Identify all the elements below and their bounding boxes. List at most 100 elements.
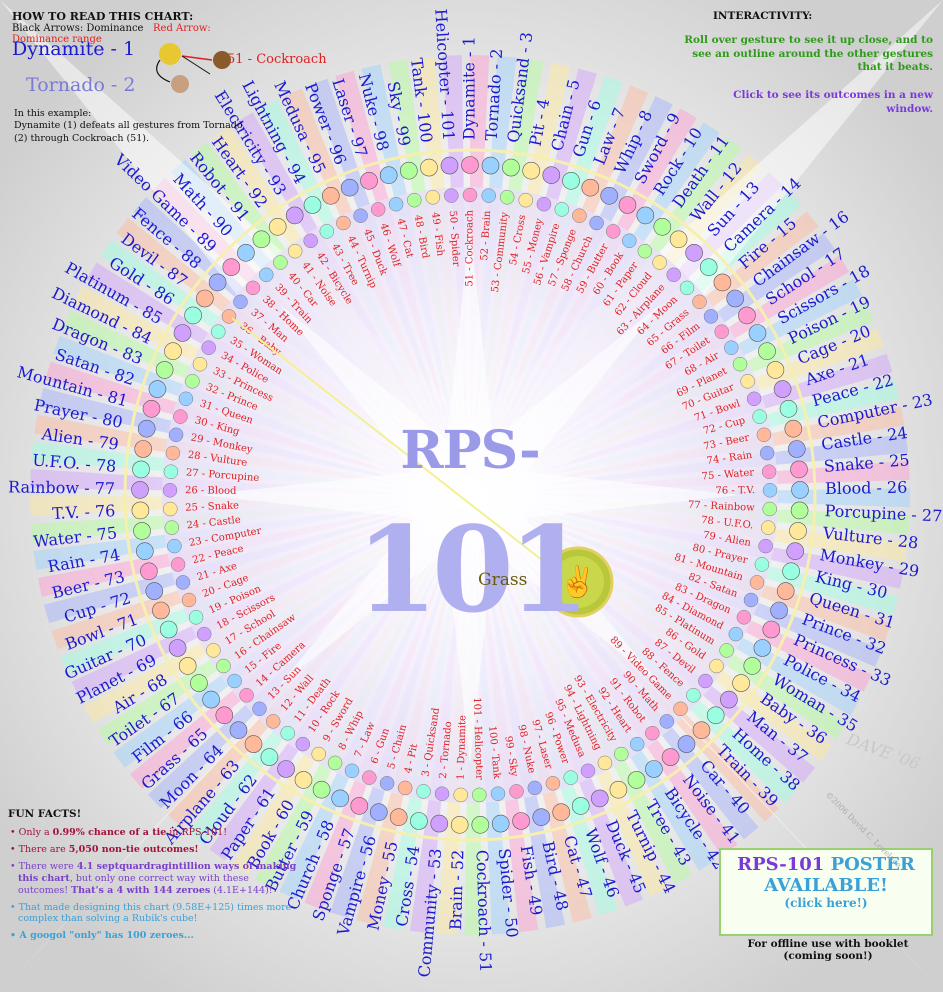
gesture-icon-outer[interactable] xyxy=(653,218,672,236)
gesture-icon-inner[interactable] xyxy=(679,280,695,296)
gesture-icon-inner[interactable] xyxy=(462,187,478,203)
gesture-icon-outer[interactable] xyxy=(222,258,241,277)
gesture-icon-outer[interactable] xyxy=(773,380,792,398)
gesture-icon-outer[interactable] xyxy=(661,748,680,766)
gesture-icon-outer[interactable] xyxy=(430,814,449,833)
gesture-icon-outer[interactable] xyxy=(699,258,718,277)
gesture-icon-inner[interactable] xyxy=(527,780,543,796)
gesture-icon-outer[interactable] xyxy=(215,706,234,725)
gesture-icon-inner[interactable] xyxy=(732,356,748,372)
gesture-icon-outer[interactable] xyxy=(706,706,725,725)
gesture-icon-outer[interactable] xyxy=(776,582,795,600)
gesture-icon-inner[interactable] xyxy=(327,755,343,771)
gesture-icon-inner[interactable] xyxy=(499,190,515,205)
gesture-icon-outer[interactable] xyxy=(285,206,304,225)
gesture-icon-outer[interactable] xyxy=(164,342,182,361)
gesture-icon-outer[interactable] xyxy=(303,196,322,214)
gesture-icon-inner[interactable] xyxy=(645,725,660,741)
gesture-icon-inner[interactable] xyxy=(759,445,775,461)
gesture-icon-outer[interactable] xyxy=(131,481,149,499)
gesture-icon-outer[interactable] xyxy=(779,399,798,418)
gesture-label-outer[interactable]: Blood - 26 xyxy=(825,478,908,498)
gesture-icon-outer[interactable] xyxy=(600,187,619,205)
gesture-icon-inner[interactable] xyxy=(185,374,200,389)
gesture-label-outer[interactable]: Dynamite - 1 xyxy=(460,36,479,140)
gesture-icon-outer[interactable] xyxy=(645,760,663,778)
gesture-icon-inner[interactable] xyxy=(743,592,759,608)
gesture-icon-outer[interactable] xyxy=(609,780,628,799)
gesture-icon-inner[interactable] xyxy=(629,736,645,752)
gesture-icon-inner[interactable] xyxy=(637,243,653,259)
gesture-icon-inner[interactable] xyxy=(698,673,713,689)
gesture-icon-inner[interactable] xyxy=(686,688,701,703)
gesture-icon-inner[interactable] xyxy=(295,736,311,752)
gesture-icon-outer[interactable] xyxy=(787,440,806,458)
gesture-icon-outer[interactable] xyxy=(312,780,331,799)
gesture-icon-inner[interactable] xyxy=(545,776,561,791)
gesture-icon-inner[interactable] xyxy=(216,658,231,674)
gesture-icon-inner[interactable] xyxy=(344,763,360,779)
gesture-icon-outer[interactable] xyxy=(720,690,738,709)
gesture-icon-outer[interactable] xyxy=(590,789,609,808)
gesture-icon-inner[interactable] xyxy=(597,755,613,771)
gesture-icon-outer[interactable] xyxy=(562,172,580,190)
gesture-icon-inner[interactable] xyxy=(407,192,422,208)
gesture-icon-outer[interactable] xyxy=(791,481,809,499)
gesture-icon-outer[interactable] xyxy=(277,760,295,778)
gesture-icon-outer[interactable] xyxy=(178,657,197,675)
gesture-icon-inner[interactable] xyxy=(444,188,459,203)
gesture-icon-inner[interactable] xyxy=(614,746,629,762)
gesture-icon-outer[interactable] xyxy=(461,156,479,174)
gesture-icon-inner[interactable] xyxy=(659,714,675,729)
gesture-icon-outer[interactable] xyxy=(268,218,287,236)
gesture-icon-inner[interactable] xyxy=(265,714,281,729)
gesture-icon-inner[interactable] xyxy=(518,192,533,208)
gesture-icon-outer[interactable] xyxy=(753,639,772,657)
gesture-icon-outer[interactable] xyxy=(784,419,803,438)
gesture-icon-inner[interactable] xyxy=(762,501,777,517)
gesture-icon-inner[interactable] xyxy=(188,610,204,625)
gesture-icon-inner[interactable] xyxy=(563,770,578,785)
gesture-icon-inner[interactable] xyxy=(164,520,180,535)
gesture-icon-inner[interactable] xyxy=(728,626,744,642)
gesture-icon-inner[interactable] xyxy=(703,309,719,324)
gesture-icon-inner[interactable] xyxy=(336,215,351,231)
gesture-label-outer[interactable]: Brain - 52 xyxy=(446,849,467,930)
gesture-icon-inner[interactable] xyxy=(756,427,772,443)
gesture-icon-inner[interactable] xyxy=(196,626,212,642)
gesture-icon-outer[interactable] xyxy=(481,156,500,175)
gesture-icon-inner[interactable] xyxy=(652,255,667,270)
gesture-icon-outer[interactable] xyxy=(140,562,158,581)
gesture-icon-inner[interactable] xyxy=(206,643,221,658)
gesture-icon-inner[interactable] xyxy=(589,215,604,231)
gesture-icon-outer[interactable] xyxy=(677,735,696,753)
gesture-icon-inner[interactable] xyxy=(165,445,181,461)
gesture-icon-outer[interactable] xyxy=(389,808,408,827)
gesture-icon-outer[interactable] xyxy=(196,289,214,308)
gesture-icon-inner[interactable] xyxy=(416,784,431,799)
gesture-icon-inner[interactable] xyxy=(170,557,186,572)
gesture-icon-inner[interactable] xyxy=(472,787,487,803)
gesture-icon-inner[interactable] xyxy=(167,538,182,554)
gesture-icon-inner[interactable] xyxy=(714,324,729,339)
gesture-icon-inner[interactable] xyxy=(572,208,587,223)
gesture-icon-inner[interactable] xyxy=(303,233,318,249)
gesture-icon-outer[interactable] xyxy=(399,161,418,180)
gesture-icon-inner[interactable] xyxy=(175,575,191,590)
gesture-icon-outer[interactable] xyxy=(237,244,255,262)
gesture-icon-inner[interactable] xyxy=(181,592,197,608)
gesture-icon-inner[interactable] xyxy=(388,196,404,212)
gesture-icon-outer[interactable] xyxy=(440,156,459,175)
gesture-label-outer[interactable]: Rainbow - 77 xyxy=(8,477,115,498)
gesture-icon-outer[interactable] xyxy=(748,324,767,342)
gesture-icon-outer[interactable] xyxy=(770,601,788,620)
gesture-icon-outer[interactable] xyxy=(627,771,646,789)
gesture-icon-outer[interactable] xyxy=(571,797,590,815)
gesture-icon-inner[interactable] xyxy=(201,340,216,355)
gesture-icon-inner[interactable] xyxy=(536,196,552,212)
gesture-icon-inner[interactable] xyxy=(709,658,724,674)
gesture-icon-inner[interactable] xyxy=(760,520,776,535)
gesture-icon-outer[interactable] xyxy=(789,522,807,540)
gesture-icon-outer[interactable] xyxy=(360,172,378,190)
gesture-icon-outer[interactable] xyxy=(155,361,174,379)
